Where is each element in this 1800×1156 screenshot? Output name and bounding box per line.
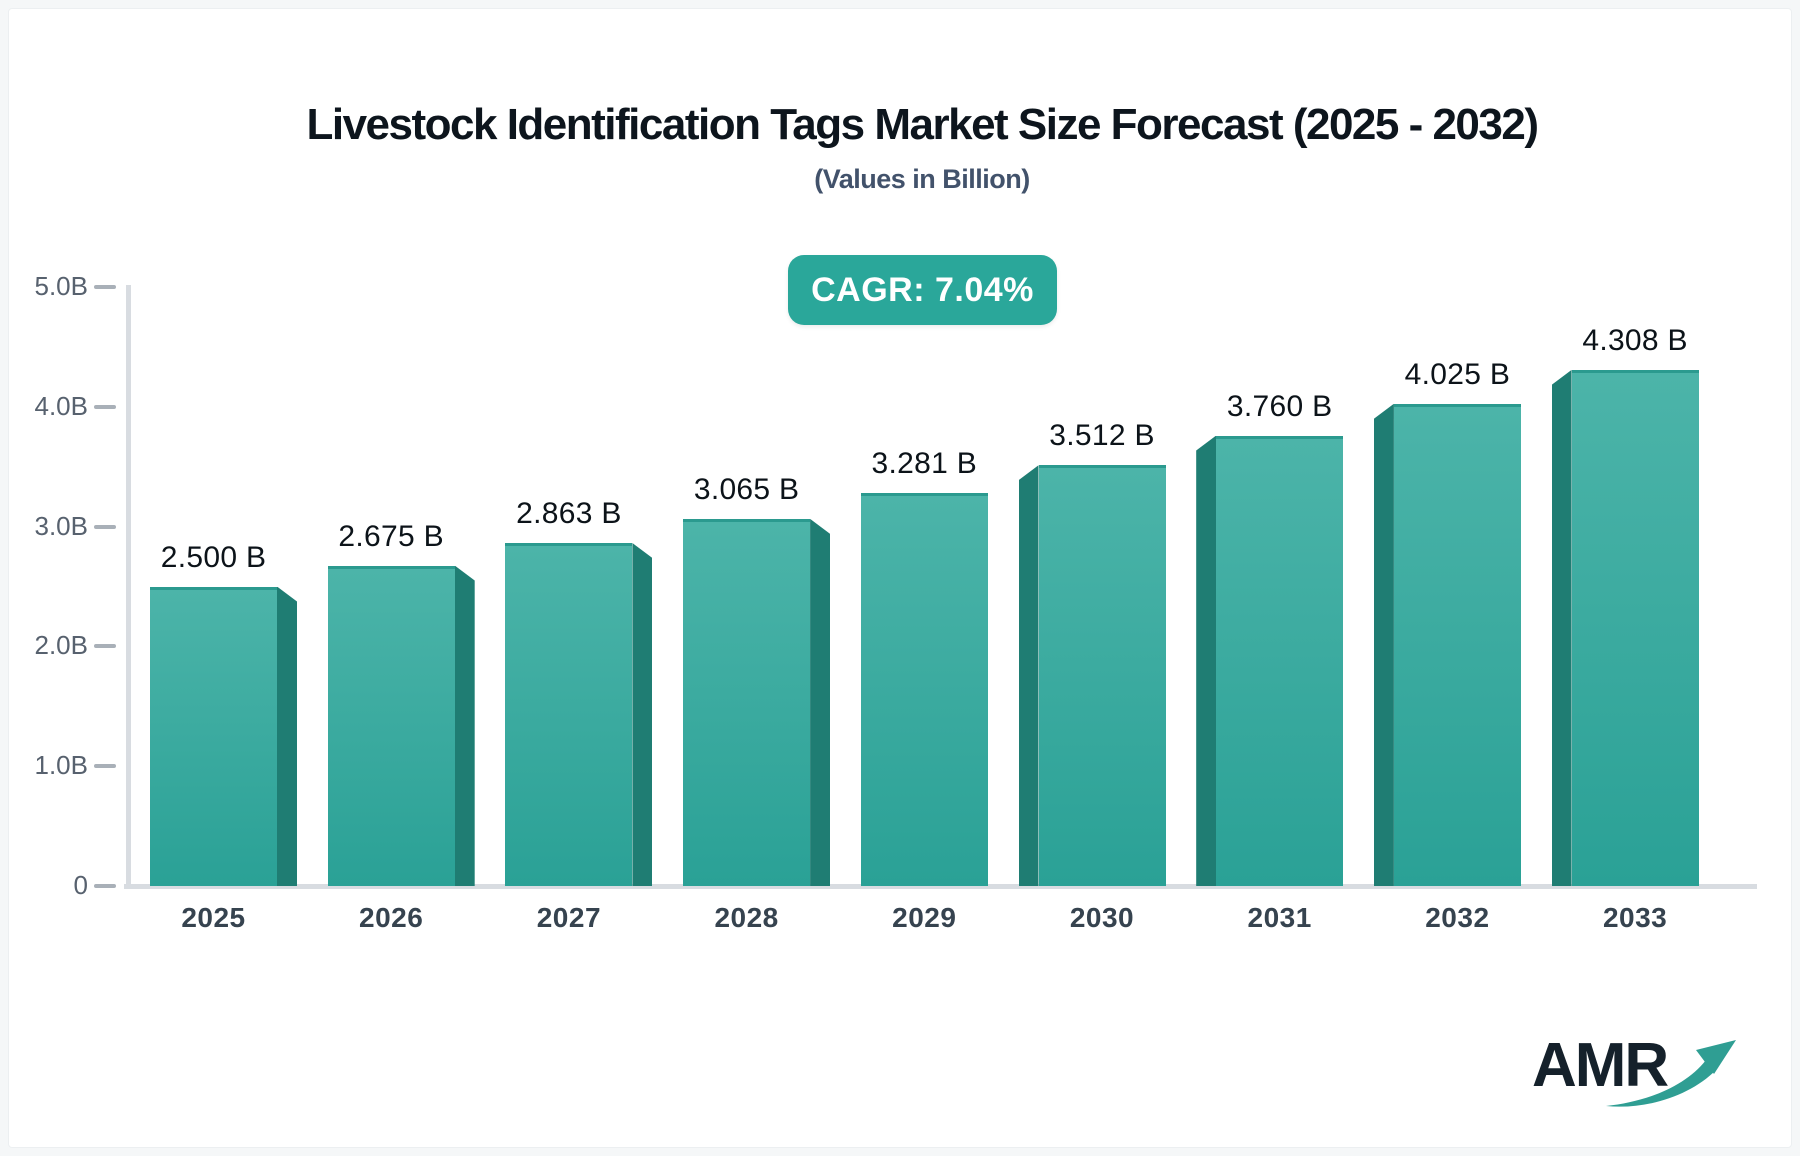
x-axis-label: 2027 — [536, 902, 602, 933]
y-axis-label: 4.0B — [34, 390, 89, 421]
y-axis-tick — [94, 285, 116, 289]
bar-side — [632, 543, 653, 886]
bar — [860, 492, 988, 886]
bar-side — [1551, 369, 1572, 886]
bar-value-label: 2.500 B — [160, 540, 267, 574]
x-axis-line — [124, 884, 1757, 889]
y-axis-tick — [94, 404, 116, 409]
bar — [327, 565, 455, 886]
y-axis-label: 2.0B — [34, 630, 89, 661]
y-axis-tick — [94, 644, 116, 649]
amr-logo: AMR — [1532, 1030, 1742, 1120]
y-axis-line — [126, 285, 131, 889]
bar-value-label: 2.675 B — [338, 519, 444, 553]
y-axis-label: 5.0B — [34, 271, 89, 301]
bar — [1038, 465, 1166, 886]
chart-title: Livestock Identification Tags Market Siz… — [306, 100, 1539, 149]
bar-side — [454, 565, 475, 886]
bar — [1393, 403, 1521, 886]
bar — [1571, 369, 1699, 886]
bar-side — [1018, 465, 1039, 886]
bar-value-label: 3.760 B — [1226, 389, 1333, 423]
bar-side — [1373, 403, 1394, 886]
bar — [150, 586, 277, 886]
x-axis-label: 2033 — [1602, 902, 1668, 933]
x-axis-label: 2030 — [1069, 902, 1135, 933]
x-axis-label: 2028 — [714, 902, 779, 933]
bar-value-label: 3.512 B — [1049, 419, 1155, 453]
y-axis-label: 3.0B — [34, 510, 89, 541]
y-axis-tick — [94, 524, 116, 529]
x-axis-label: 2026 — [359, 902, 424, 933]
chart-subtitle: (Values in Billion) — [814, 164, 1030, 194]
y-axis-label: 0 — [73, 870, 88, 900]
x-axis-label: 2025 — [181, 902, 246, 933]
bar — [505, 543, 633, 886]
cagr-badge-label: CAGR: 7.04% — [811, 270, 1034, 309]
x-axis-label: 2032 — [1425, 902, 1490, 933]
bar-side — [1196, 435, 1217, 886]
bar-value-label: 4.308 B — [1582, 323, 1688, 357]
y-axis-tick — [94, 764, 116, 769]
bar-value-label: 3.065 B — [693, 472, 800, 506]
bar — [1216, 435, 1344, 886]
bar-value-label: 3.281 B — [871, 446, 978, 480]
y-axis-tick — [94, 884, 116, 888]
x-axis-label: 2029 — [892, 902, 957, 933]
bar — [683, 518, 811, 886]
bar-value-label: 4.025 B — [1404, 357, 1511, 391]
growth-arrow-icon — [1606, 1040, 1736, 1107]
y-axis-label: 1.0B — [34, 750, 89, 781]
bar-value-label: 2.863 B — [516, 497, 622, 530]
bar-side — [277, 586, 297, 886]
bar-side — [810, 518, 831, 886]
amr-logo-text: AMR — [1532, 1031, 1669, 1100]
cagr-badge: CAGR: 7.04% — [788, 255, 1057, 325]
x-axis-label: 2031 — [1247, 902, 1312, 933]
